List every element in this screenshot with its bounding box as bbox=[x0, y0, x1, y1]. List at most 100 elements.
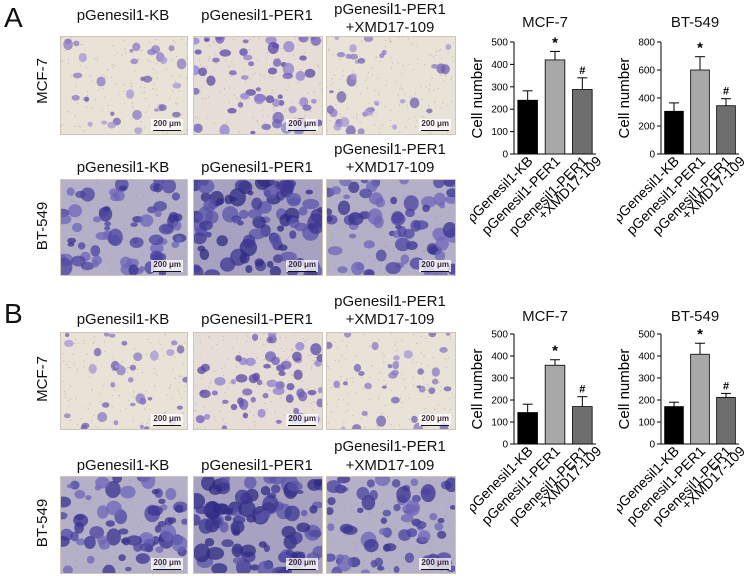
panel-letter-b: B bbox=[4, 298, 23, 329]
column-label-per1-xmd-line2: +XMD17-109 bbox=[345, 159, 435, 176]
bar bbox=[572, 89, 593, 155]
row-label-bt549: BT-549 bbox=[34, 201, 51, 251]
column-label-kb: pGenesil1-KB bbox=[76, 7, 170, 24]
micrograph-a-bt549-kb: 200 μm bbox=[60, 179, 188, 276]
y-tick-label: 400 bbox=[638, 94, 655, 105]
micrograph-b-mcf7-per1: 200 μm bbox=[193, 332, 323, 430]
y-tick-label: 500 bbox=[638, 330, 655, 341]
micrograph-a-mcf7-per1: 200 μm bbox=[193, 36, 323, 135]
significance-star: * bbox=[697, 40, 703, 57]
y-axis-label: Cell number bbox=[470, 349, 486, 430]
micrograph-a-mcf7-kb: 200 μm bbox=[60, 36, 188, 135]
bar bbox=[716, 105, 736, 155]
bar bbox=[544, 364, 566, 445]
y-tick-label: 300 bbox=[638, 374, 655, 385]
micrograph-a-mcf7-per1-xmd: 200 μm bbox=[326, 36, 456, 135]
y-tick-label: 800 bbox=[638, 38, 655, 49]
micrograph-b-bt549-kb: 200 μm bbox=[60, 476, 188, 574]
bar-chart-a-mcf7: Cell number0100200300400500pGenesil1-KB*… bbox=[470, 34, 605, 237]
micrograph-a-bt549-per1-xmd: 200 μm bbox=[326, 179, 456, 276]
column-label-per1: pGenesil1-PER1 bbox=[201, 311, 313, 328]
significance-star: * bbox=[697, 326, 703, 343]
micrograph-b-mcf7-kb: 200 μm bbox=[60, 332, 188, 430]
scale-bar: 200 μm bbox=[419, 558, 451, 570]
scale-bar: 200 μm bbox=[286, 119, 318, 131]
bar bbox=[544, 59, 566, 155]
bar bbox=[572, 406, 593, 445]
y-axis-label: Cell number bbox=[470, 58, 486, 139]
micrograph-b-bt549-kb-image bbox=[61, 477, 187, 573]
bar bbox=[517, 99, 538, 155]
scale-bar: 200 μm bbox=[419, 119, 451, 131]
y-tick-label: 500 bbox=[491, 330, 508, 341]
significance-hash: # bbox=[723, 86, 729, 98]
bar bbox=[664, 406, 684, 445]
bar bbox=[517, 412, 538, 445]
column-label-per1: pGenesil1-PER1 bbox=[201, 457, 313, 474]
scale-bar: 200 μm bbox=[151, 558, 183, 570]
scale-bar: 200 μm bbox=[151, 260, 183, 272]
y-tick-label: 0 bbox=[649, 150, 655, 161]
column-label-per1-xmd-line2: +XMD17-109 bbox=[345, 19, 435, 36]
column-label-per1-xmd-line1: pGenesil1-PER1 bbox=[334, 141, 446, 158]
significance-hash: # bbox=[579, 65, 585, 77]
panel-letter-a: A bbox=[4, 2, 23, 33]
column-label-per1: pGenesil1-PER1 bbox=[201, 159, 313, 176]
micrograph-a-bt549-per1-image bbox=[194, 180, 322, 275]
bar bbox=[664, 110, 684, 155]
y-tick-label: 400 bbox=[491, 352, 508, 363]
y-tick-label: 200 bbox=[638, 122, 655, 133]
column-label-per1-xmd-line2: +XMD17-109 bbox=[345, 311, 435, 328]
micrograph-b-bt549-per1: 200 μm bbox=[193, 476, 323, 574]
micrograph-a-mcf7-per1-image bbox=[194, 37, 322, 134]
bar-chart-b-mcf7: Cell number0100200300400500pGenesil1-KB*… bbox=[470, 330, 605, 528]
y-tick-label: 400 bbox=[638, 352, 655, 363]
row-label-mcf7: MCF-7 bbox=[34, 58, 51, 104]
column-label-kb: pGenesil1-KB bbox=[76, 159, 170, 176]
micrograph-b-mcf7-per1-xmd-image bbox=[327, 333, 455, 429]
bar bbox=[690, 69, 710, 155]
scale-bar: 200 μm bbox=[151, 119, 183, 131]
chart-title-b-bt549: BT-549 bbox=[670, 308, 720, 325]
scale-bar: 200 μm bbox=[151, 414, 183, 426]
bar-chart-b-bt549: Cell number0100200300400500pGenesil1-KB*… bbox=[617, 326, 748, 528]
micrograph-b-mcf7-per1-image bbox=[194, 333, 322, 429]
scale-bar: 200 μm bbox=[286, 558, 318, 570]
bar-chart-a-bt549: Cell number0200400600800pGenesil1-KB*pGe… bbox=[617, 38, 748, 238]
column-label-per1-xmd-line2: +XMD17-109 bbox=[345, 457, 435, 474]
y-tick-label: 200 bbox=[638, 396, 655, 407]
y-axis-label: Cell number bbox=[617, 349, 633, 430]
bar bbox=[716, 396, 736, 445]
bar bbox=[690, 353, 710, 445]
column-label-per1-xmd-line1: pGenesil1-PER1 bbox=[334, 293, 446, 310]
y-tick-label: 600 bbox=[638, 66, 655, 77]
y-tick-label: 0 bbox=[649, 440, 655, 451]
significance-star: * bbox=[552, 343, 558, 360]
significance-star: * bbox=[552, 34, 558, 51]
significance-hash: # bbox=[723, 380, 729, 392]
micrograph-b-bt549-per1-image bbox=[194, 477, 322, 573]
y-tick-label: 300 bbox=[491, 82, 508, 93]
y-tick-label: 100 bbox=[638, 418, 655, 429]
micrograph-a-bt549-per1: 200 μm bbox=[193, 179, 323, 276]
y-tick-label: 300 bbox=[491, 374, 508, 385]
row-label-bt549: BT-549 bbox=[34, 498, 51, 548]
chart-title-a-bt549: BT-549 bbox=[670, 14, 720, 31]
micrograph-a-mcf7-per1-xmd-image bbox=[327, 37, 455, 134]
micrograph-b-bt549-per1-xmd-image bbox=[327, 477, 455, 573]
column-label-kb: pGenesil1-KB bbox=[76, 457, 170, 474]
y-axis-label: Cell number bbox=[617, 58, 633, 139]
micrograph-b-bt549-per1-xmd: 200 μm bbox=[326, 476, 456, 574]
chart-title-a-mcf7: MCF-7 bbox=[522, 14, 568, 31]
column-label-per1-xmd-line1: pGenesil1-PER1 bbox=[334, 1, 446, 18]
scale-bar: 200 μm bbox=[419, 414, 451, 426]
y-tick-label: 400 bbox=[491, 60, 508, 71]
y-tick-label: 200 bbox=[491, 396, 508, 407]
scale-bar: 200 μm bbox=[286, 414, 318, 426]
column-label-per1: pGenesil1-PER1 bbox=[201, 7, 313, 24]
scale-bar: 200 μm bbox=[419, 260, 451, 272]
micrograph-b-mcf7-kb-image bbox=[61, 333, 187, 429]
y-tick-label: 500 bbox=[491, 38, 508, 49]
micrograph-a-mcf7-kb-image bbox=[61, 37, 187, 134]
y-tick-label: 100 bbox=[491, 418, 508, 429]
